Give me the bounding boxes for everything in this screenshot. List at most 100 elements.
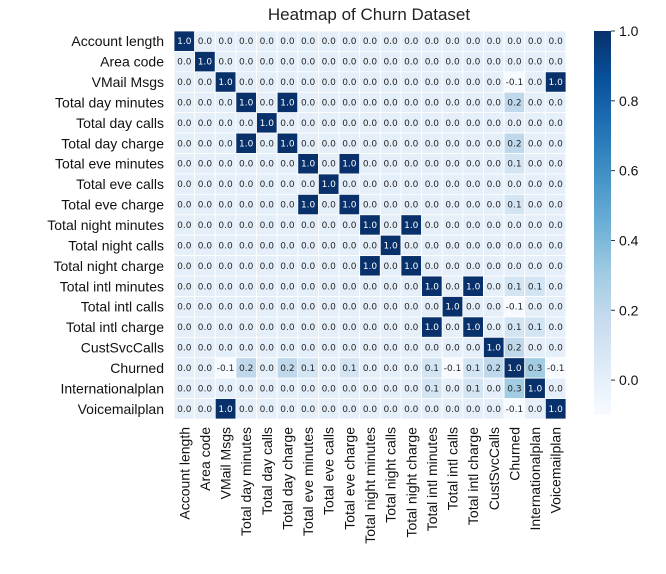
- cell-value-label: 1.0: [280, 139, 295, 149]
- cell-value-label: 0.0: [383, 58, 398, 68]
- cell-value-label: 0.0: [198, 323, 213, 333]
- cell-value-label: 0.0: [177, 201, 192, 211]
- cell-value-label: 0.0: [260, 282, 275, 292]
- cell-value-label: 0.0: [177, 303, 192, 313]
- cell-value-label: 0.0: [425, 180, 440, 190]
- cell-value-label: 1.0: [342, 201, 357, 211]
- cell-value-label: 0.0: [280, 405, 295, 415]
- cell-value-label: 0.0: [466, 119, 481, 129]
- cell-value-label: 0.0: [445, 98, 460, 108]
- cell-value-label: 0.0: [528, 405, 543, 415]
- cell-value-label: 0.0: [445, 37, 460, 47]
- cell-value-label: 0.0: [528, 344, 543, 354]
- cell-value-label: 0.2: [507, 344, 521, 354]
- cell-value-label: 0.0: [218, 139, 233, 149]
- cell-value-label: 0.0: [466, 405, 481, 415]
- column-label: Total eve calls: [321, 427, 337, 515]
- cell-value-label: 0.0: [322, 139, 337, 149]
- cell-value-label: 0.0: [280, 241, 295, 251]
- cell-value-label: 0.0: [322, 37, 337, 47]
- cell-value-label: 0.0: [487, 405, 502, 415]
- cell-value-label: 0.0: [363, 241, 378, 251]
- cell-value-label: 0.0: [425, 98, 440, 108]
- cell-value-label: 1.0: [280, 98, 295, 108]
- cell-value-label: 0.0: [425, 37, 440, 47]
- cell-value-label: 0.0: [280, 78, 295, 88]
- cell-value-label: 0.0: [301, 262, 316, 272]
- row-label: Account length: [71, 33, 164, 49]
- cell-value-label: 1.0: [404, 262, 419, 272]
- cell-value-label: 0.0: [342, 282, 357, 292]
- colorbar-tick-label: 0.0: [619, 372, 639, 388]
- cell-value-label: 0.0: [239, 323, 254, 333]
- cell-value-label: 0.0: [528, 58, 543, 68]
- cell-value-label: 0.0: [549, 139, 564, 149]
- cell-value-label: 0.0: [218, 58, 233, 68]
- cell-value-label: 0.0: [487, 303, 502, 313]
- cell-value-label: 0.0: [425, 405, 440, 415]
- cell-value-label: 0.0: [507, 262, 522, 272]
- row-label: Total night charge: [53, 258, 164, 274]
- cell-value-label: 0.0: [549, 58, 564, 68]
- cell-value-label: -0.1: [506, 303, 524, 313]
- cell-value-label: 0.0: [363, 160, 378, 170]
- cell-value-label: 0.0: [363, 344, 378, 354]
- cell-value-label: 0.0: [528, 262, 543, 272]
- cell-value-label: 0.0: [363, 282, 378, 292]
- row-label: Total day minutes: [55, 94, 164, 110]
- row-label: Internationalplan: [60, 380, 164, 396]
- cell-value-label: 0.0: [280, 58, 295, 68]
- cell-value-label: 0.0: [363, 119, 378, 129]
- cell-value-label: 0.0: [260, 221, 275, 231]
- cell-value-label: 0.0: [363, 180, 378, 190]
- cell-value-label: 0.0: [218, 201, 233, 211]
- column-label: Total intl charge: [465, 427, 481, 525]
- cell-value-label: 0.0: [322, 384, 337, 394]
- cell-value-label: 0.0: [549, 384, 564, 394]
- cell-value-label: 0.0: [322, 201, 337, 211]
- cell-value-label: 0.0: [218, 262, 233, 272]
- cell-value-label: 0.1: [507, 282, 521, 292]
- cell-value-label: 1.0: [342, 160, 357, 170]
- cell-value-label: 0.0: [177, 58, 192, 68]
- cell-value-label: 0.2: [239, 364, 253, 374]
- cell-value-label: 0.0: [487, 58, 502, 68]
- column-label: Total day minutes: [238, 427, 254, 536]
- cell-value-label: 0.0: [260, 241, 275, 251]
- cell-value-label: 0.1: [466, 384, 480, 394]
- cell-value-label: 0.0: [322, 98, 337, 108]
- cell-value-label: 0.0: [301, 282, 316, 292]
- cell-value-label: 0.0: [487, 323, 502, 333]
- cell-value-label: 0.0: [445, 78, 460, 88]
- cell-value-label: 0.0: [445, 119, 460, 129]
- cell-value-label: 0.0: [425, 241, 440, 251]
- cell-value-label: 0.0: [322, 78, 337, 88]
- cell-value-label: 0.1: [425, 364, 439, 374]
- cell-value-label: 0.0: [383, 364, 398, 374]
- cell-value-label: 0.1: [507, 160, 521, 170]
- cell-value-label: 0.0: [445, 241, 460, 251]
- cell-value-label: 0.0: [218, 241, 233, 251]
- cell-value-label: 0.0: [218, 323, 233, 333]
- cell-value-label: 0.0: [322, 323, 337, 333]
- cell-value-label: 0.0: [549, 323, 564, 333]
- cell-value-label: 0.0: [218, 98, 233, 108]
- cell-value-label: 1.0: [322, 180, 337, 190]
- column-label: Total night calls: [383, 427, 399, 523]
- cell-value-label: 0.0: [383, 37, 398, 47]
- cell-value-label: 1.0: [177, 37, 192, 47]
- cell-value-label: 1.0: [466, 282, 481, 292]
- cell-value-label: 0.0: [280, 201, 295, 211]
- cell-value-label: 0.0: [445, 180, 460, 190]
- cell-value-label: 0.0: [322, 405, 337, 415]
- cell-value-label: 0.0: [466, 241, 481, 251]
- cell-value-label: 0.0: [218, 344, 233, 354]
- column-label: Total day charge: [279, 427, 295, 530]
- cell-value-label: 0.0: [218, 303, 233, 313]
- cell-value-label: 0.0: [549, 241, 564, 251]
- cell-value-label: 0.0: [363, 139, 378, 149]
- cell-value-label: 0.3: [507, 384, 521, 394]
- cell-value-label: 0.0: [487, 221, 502, 231]
- cell-value-label: 0.0: [177, 119, 192, 129]
- cell-value-label: 0.0: [260, 98, 275, 108]
